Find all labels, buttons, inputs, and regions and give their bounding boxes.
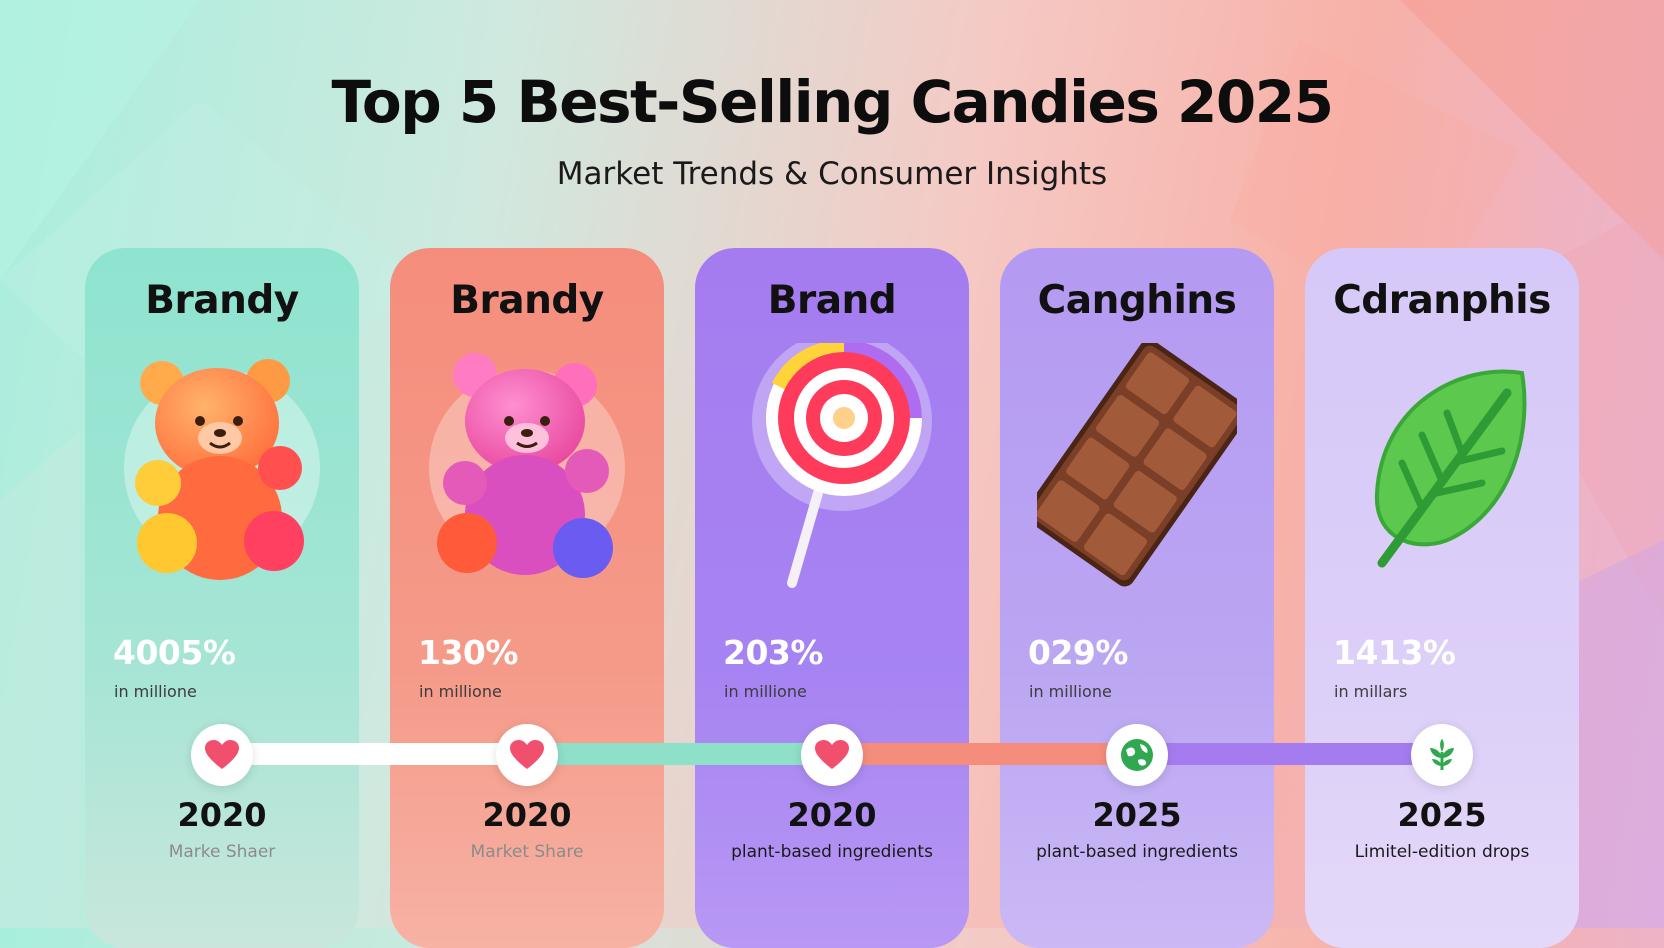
caption-label: Limitel-edition drops: [1354, 842, 1530, 862]
candy-card-2: Brandy 130% in millione: [390, 248, 664, 948]
year-label: 2020: [177, 796, 267, 834]
stat-value: 4005%: [113, 633, 236, 672]
leaf-icon: [1374, 369, 1527, 568]
page-title: Top 5 Best-Selling Candies 2025: [331, 68, 1334, 136]
card-title: Canghins: [1037, 278, 1237, 323]
card-title: Cdranphis: [1333, 278, 1551, 323]
chocolate-bar-icon: [1037, 343, 1237, 587]
candy-card-3: Brand 203% in millione: [695, 248, 969, 948]
card-title: Brandy: [145, 278, 299, 323]
caption-label: plant-based ingredients: [731, 842, 933, 862]
year-label: 2020: [787, 796, 877, 834]
candy-card-5: Cdranphis 1413% in millars: [1305, 248, 1579, 948]
caption-label: plant-based ingredients: [1036, 842, 1238, 862]
stat-unit: in millione: [419, 682, 502, 701]
year-label: 2020: [482, 796, 572, 834]
gummy-bear-orange-icon: [124, 359, 320, 580]
caption-label: Marke Shaer: [168, 842, 276, 862]
stat-value: 029%: [1028, 633, 1128, 672]
candy-card-4: Canghins 029% in millione: [1000, 248, 1274, 948]
card-title: Brandy: [450, 278, 604, 323]
gummy-bear-pink-icon: [429, 353, 625, 578]
stat-unit: in millars: [1334, 682, 1408, 701]
year-label: 2025: [1092, 796, 1182, 834]
year-label: 2025: [1397, 796, 1487, 834]
stat-value: 1413%: [1333, 633, 1456, 672]
lollipop-icon: [752, 343, 932, 588]
stat-value: 130%: [418, 633, 518, 672]
stat-unit: in millione: [724, 682, 807, 701]
caption-label: Market Share: [470, 842, 584, 862]
stat-unit: in millione: [1029, 682, 1112, 701]
card-title: Brand: [767, 278, 897, 323]
page-subtitle: Market Trends & Consumer Insights: [556, 156, 1108, 192]
stat-unit: in millione: [114, 682, 197, 701]
candy-card-1: Brandy 4005% in millione: [85, 248, 359, 948]
stat-value: 203%: [723, 633, 823, 672]
